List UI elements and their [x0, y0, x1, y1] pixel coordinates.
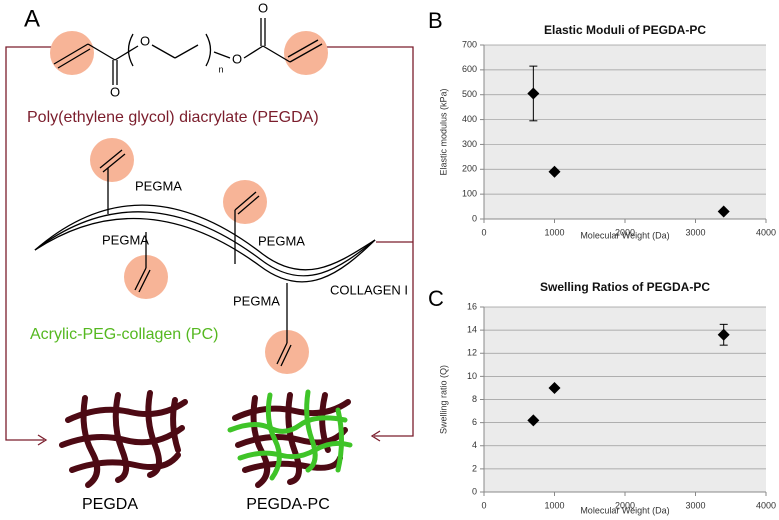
pegda-name: Poly(ethylene glycol) diacrylate (PEGDA): [27, 109, 319, 126]
x-tick-label: 0: [481, 500, 486, 510]
pegda-molecule: O O O O n: [50, 0, 328, 99]
atom: O: [232, 51, 242, 66]
pegma-label: PEGMA: [258, 233, 305, 248]
y-axis-label: Elastic modulus (kPa): [438, 88, 448, 175]
x-axis-label: Molecular Weight (Da): [580, 230, 669, 240]
pegma-label: PEGMA: [135, 178, 182, 193]
y-axis-label: Swelling ratio (Q): [438, 365, 448, 434]
plot-area: [484, 45, 766, 219]
atom: O: [140, 33, 150, 48]
collagen: PEGMA PEGMA PEGMA PEGMA COLLAGEN I: [34, 138, 408, 374]
subscript: n: [218, 64, 223, 74]
y-tick-label: 2: [472, 463, 477, 473]
x-tick-label: 0: [481, 227, 486, 237]
y-tick-label: 0: [472, 213, 477, 223]
atom: O: [110, 84, 120, 99]
x-tick-label: 1000: [544, 227, 564, 237]
x-tick-label: 4000: [756, 500, 776, 510]
y-tick-label: 14: [467, 325, 477, 335]
pegma-label: PEGMA: [233, 293, 280, 308]
y-tick-label: 600: [462, 64, 477, 74]
pegda-pc-network: [227, 389, 353, 488]
panel-label: C: [428, 286, 444, 311]
x-tick-label: 2000: [615, 227, 635, 237]
x-tick-label: 3000: [685, 227, 705, 237]
x-tick-label: 4000: [756, 227, 776, 237]
panel-label: B: [428, 8, 443, 33]
marker: [548, 381, 561, 394]
brackets: [5, 46, 414, 446]
marker: [527, 414, 540, 427]
y-tick-label: 10: [467, 371, 477, 381]
marker: [548, 165, 561, 178]
y-tick-label: 16: [467, 301, 477, 311]
y-tick-label: 6: [472, 417, 477, 427]
network-label: PEGDA: [82, 496, 138, 513]
x-tick-label: 1000: [544, 500, 564, 510]
y-tick-label: 300: [462, 139, 477, 149]
atom: O: [258, 0, 268, 15]
y-tick-label: 400: [462, 114, 477, 124]
pegda-network: [59, 390, 188, 488]
y-tick-label: 8: [472, 394, 477, 404]
marker: [717, 205, 730, 218]
collagen-label: COLLAGEN I: [330, 282, 408, 297]
pc-name: Acrylic-PEG-collagen (PC): [30, 326, 218, 343]
y-tick-label: 0: [472, 486, 477, 496]
y-tick-label: 700: [462, 39, 477, 49]
y-tick-label: 500: [462, 89, 477, 99]
y-tick-label: 100: [462, 189, 477, 199]
pegma-label: PEGMA: [102, 232, 149, 247]
y-tick-label: 200: [462, 164, 477, 174]
chart-title: Swelling Ratios of PEGDA-PC: [540, 280, 710, 294]
charts: Elastic Moduli of PEGDA-PC01002003004005…: [438, 23, 776, 515]
y-tick-label: 12: [467, 348, 477, 358]
network-label: PEGDA-PC: [246, 496, 330, 513]
x-tick-label: 2000: [615, 500, 635, 510]
chart-title: Elastic Moduli of PEGDA-PC: [544, 23, 706, 37]
x-tick-label: 3000: [685, 500, 705, 510]
panel-label: A: [24, 5, 40, 32]
marker: [527, 87, 540, 100]
x-axis-label: Molecular Weight (Da): [580, 505, 669, 515]
marker: [717, 328, 730, 341]
y-tick-label: 4: [472, 440, 477, 450]
